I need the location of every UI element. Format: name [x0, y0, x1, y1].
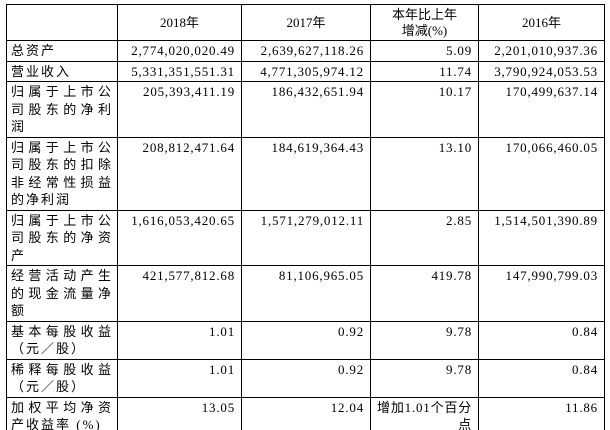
row-label: 加权平均净资产收益率 (%)	[6, 396, 118, 430]
value-change: 11.74	[370, 60, 479, 82]
value-2016: 1,514,501,390.89	[478, 209, 605, 266]
table-row-net-profit: 归属于上市公司股东的净利润 205,393,411.19 186,432,651…	[6, 81, 605, 138]
value-2017: 1,571,279,012.11	[241, 209, 371, 266]
column-header-2017: 2017年	[241, 4, 371, 41]
value-2016: 2,201,010,937.36	[478, 40, 605, 62]
value-2017: 184,619,364.43	[241, 136, 371, 211]
value-2018: 208,812,471.64	[117, 136, 242, 211]
value-change: 9.78	[370, 320, 479, 360]
corner-header-cell	[6, 4, 118, 41]
value-2016: 11.86	[478, 396, 605, 430]
financial-summary-table: 2018年 2017年 本年比上年 增减(%) 2016年 总资产 2,774,…	[6, 4, 605, 430]
table-row-basic-eps: 基本每股收益（元／股） 1.01 0.92 9.78 0.84	[6, 320, 605, 360]
table-row-diluted-eps: 稀释每股收益（元／股） 1.01 0.92 9.78 0.84	[6, 358, 605, 398]
value-2016: 0.84	[478, 320, 605, 360]
value-change: 10.17	[370, 81, 479, 138]
row-label: 营业收入	[6, 60, 118, 82]
value-2018: 5,331,351,551.31	[117, 60, 242, 82]
header-row: 2018年 2017年 本年比上年 增减(%) 2016年	[6, 4, 605, 41]
value-change: 2.85	[370, 209, 479, 266]
value-2018: 13.05	[117, 396, 242, 430]
row-label: 归属于上市公司股东的扣除非经常性损益的净利润	[6, 136, 118, 211]
value-2018: 421,577,812.68	[117, 265, 242, 322]
row-label: 总资产	[6, 40, 118, 62]
row-label: 归属于上市公司股东的净资产	[6, 209, 118, 266]
table-row-operating-cash-flow: 经营活动产生的现金流量净额 421,577,812.68 81,106,965.…	[6, 265, 605, 322]
value-2016: 170,499,637.14	[478, 81, 605, 138]
column-header-2018: 2018年	[117, 4, 242, 41]
value-2017: 4,771,305,974.12	[241, 60, 371, 82]
value-change: 9.78	[370, 358, 479, 398]
value-change: 增加1.01个百分点	[370, 396, 479, 430]
table-row-weighted-roe: 加权平均净资产收益率 (%) 13.05 12.04 增加1.01个百分点 11…	[6, 396, 605, 430]
table-row-total-assets: 总资产 2,774,020,020.49 2,639,627,118.26 5.…	[6, 40, 605, 62]
value-2017: 0.92	[241, 358, 371, 398]
value-2016: 147,990,799.03	[478, 265, 605, 322]
value-2018: 1.01	[117, 320, 242, 360]
table-row-net-assets: 归属于上市公司股东的净资产 1,616,053,420.65 1,571,279…	[6, 209, 605, 266]
value-2016: 170,066,460.05	[478, 136, 605, 211]
row-label: 基本每股收益（元／股）	[6, 320, 118, 360]
value-2017: 186,432,651.94	[241, 81, 371, 138]
table-row-revenue: 营业收入 5,331,351,551.31 4,771,305,974.12 1…	[6, 60, 605, 82]
column-header-2016: 2016年	[478, 4, 605, 41]
value-change: 5.09	[370, 40, 479, 62]
value-2016: 3,790,924,053.53	[478, 60, 605, 82]
row-label: 稀释每股收益（元／股）	[6, 358, 118, 398]
row-label: 归属于上市公司股东的净利润	[6, 81, 118, 138]
value-2016: 0.84	[478, 358, 605, 398]
value-2018: 1.01	[117, 358, 242, 398]
value-2017: 0.92	[241, 320, 371, 360]
value-2018: 2,774,020,020.49	[117, 40, 242, 62]
value-2018: 205,393,411.19	[117, 81, 242, 138]
value-change: 13.10	[370, 136, 479, 211]
table-row-net-profit-deducted: 归属于上市公司股东的扣除非经常性损益的净利润 208,812,471.64 18…	[6, 136, 605, 211]
value-2017: 2,639,627,118.26	[241, 40, 371, 62]
value-2017: 81,106,965.05	[241, 265, 371, 322]
value-2018: 1,616,053,420.65	[117, 209, 242, 266]
value-change: 419.78	[370, 265, 479, 322]
column-header-change: 本年比上年 增减(%)	[370, 4, 479, 41]
row-label: 经营活动产生的现金流量净额	[6, 265, 118, 322]
value-2017: 12.04	[241, 396, 371, 430]
